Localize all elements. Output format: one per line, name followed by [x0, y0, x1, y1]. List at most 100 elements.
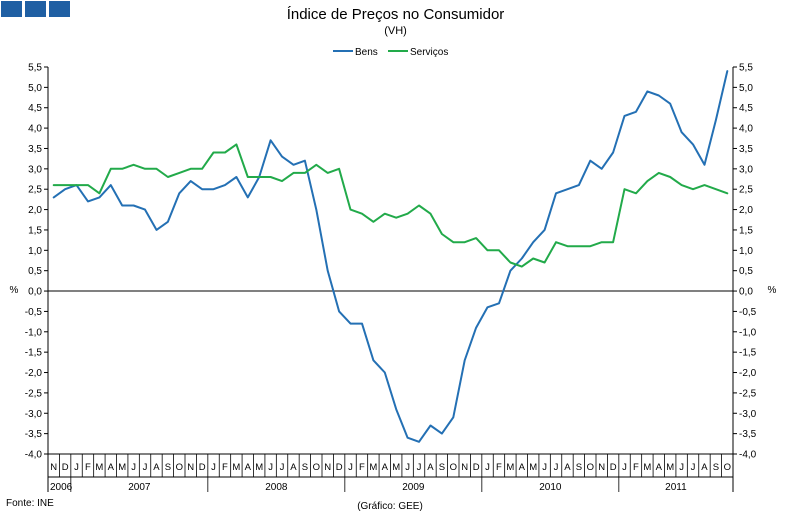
month-tick-label: J: [554, 462, 559, 473]
y-tick-label-right: 2,0: [739, 205, 753, 216]
y-tick-label-right: -2,5: [739, 388, 757, 399]
month-tick-label: J: [622, 462, 627, 473]
month-tick-label: J: [268, 462, 273, 473]
month-tick-label: M: [369, 462, 377, 473]
series-line-bens: [52, 70, 729, 443]
month-tick-label: D: [199, 462, 206, 473]
y-tick-label-right: -4,0: [739, 450, 757, 461]
month-tick-label: M: [529, 462, 537, 473]
y-tick-label-left: -4,0: [25, 450, 43, 461]
month-tick-label: S: [439, 462, 445, 473]
y-tick-label-right: 3,0: [739, 164, 753, 175]
month-tick-label: A: [290, 462, 297, 473]
month-tick-label: S: [302, 462, 308, 473]
month-tick-label: S: [165, 462, 171, 473]
month-tick-label: O: [313, 462, 320, 473]
y-tick-label-left: -2,5: [25, 388, 43, 399]
month-tick-label: M: [232, 462, 240, 473]
y-tick-label-left: 5,0: [28, 83, 42, 94]
y-tick-label-right: -3,5: [739, 429, 757, 440]
logo: [1, 1, 70, 17]
y-tick-label-right: 5,5: [739, 63, 753, 74]
source-note: Fonte: INE: [6, 498, 54, 509]
y-tick-label-left: 1,5: [28, 225, 42, 236]
month-tick-label: J: [74, 462, 79, 473]
month-tick-label: M: [392, 462, 400, 473]
y-tick-label-left: 0,0: [28, 287, 42, 298]
month-tick-label: J: [542, 462, 547, 473]
chart-credit: (Gráfico: GEE): [357, 501, 423, 512]
month-tick-label: M: [643, 462, 651, 473]
year-label: 2008: [265, 482, 288, 493]
y-tick-label-left: 3,5: [28, 144, 42, 155]
y-tick-label-left: 1,0: [28, 246, 42, 257]
series-lines: [52, 70, 729, 443]
y-tick-label-left: -3,5: [25, 429, 43, 440]
month-tick-label: A: [519, 462, 526, 473]
y-tick-label-right: -3,0: [739, 409, 757, 420]
month-tick-label: O: [724, 462, 731, 473]
month-tick-label: M: [118, 462, 126, 473]
month-tick-label: D: [473, 462, 480, 473]
legend-label: Bens: [355, 47, 378, 58]
month-tick-label: A: [382, 462, 389, 473]
month-tick-label: M: [95, 462, 103, 473]
axes: -4,0 -4,0 -3,5 -3,5 -3,0 -3,0 -2,5 -2,5 -2,0 -2,0…: [10, 63, 777, 494]
month-tick-label: J: [211, 462, 216, 473]
month-tick-label: J: [679, 462, 684, 473]
month-tick-label: O: [587, 462, 594, 473]
y-tick-label-right: 5,0: [739, 83, 753, 94]
month-tick-label: N: [461, 462, 468, 473]
month-tick-label: D: [610, 462, 617, 473]
y-tick-label-right: 4,5: [739, 103, 753, 114]
month-tick-label: J: [143, 462, 148, 473]
month-tick-label: F: [85, 462, 91, 473]
month-tick-label: N: [598, 462, 605, 473]
y-tick-label-right: 0,5: [739, 266, 753, 277]
y-tick-label-left: 0,5: [28, 266, 42, 277]
y-tick-label-left: -2,0: [25, 368, 43, 379]
month-tick-label: M: [666, 462, 674, 473]
month-tick-label: D: [336, 462, 343, 473]
legend-label: Serviços: [410, 47, 448, 58]
y-tick-label-left: 3,0: [28, 164, 42, 175]
y-axis-label-left: %: [10, 285, 19, 296]
year-label: 2010: [539, 482, 562, 493]
y-tick-label-left: 4,0: [28, 124, 42, 135]
y-tick-label-left: -1,0: [25, 327, 43, 338]
month-tick-label: A: [564, 462, 571, 473]
month-tick-label: J: [405, 462, 410, 473]
month-tick-label: J: [131, 462, 136, 473]
y-tick-label-right: 3,5: [739, 144, 753, 155]
month-tick-label: J: [280, 462, 285, 473]
logo-square: [49, 1, 70, 17]
month-tick-label: A: [153, 462, 160, 473]
month-tick-label: F: [359, 462, 365, 473]
logo-square: [25, 1, 46, 17]
y-tick-label-right: -2,0: [739, 368, 757, 379]
month-tick-label: A: [656, 462, 663, 473]
year-label: 2007: [128, 482, 151, 493]
month-tick-label: D: [62, 462, 69, 473]
month-tick-label: A: [427, 462, 434, 473]
legend: Bens Serviços: [333, 47, 448, 58]
y-tick-label-right: -1,5: [739, 348, 757, 359]
month-tick-label: F: [496, 462, 502, 473]
month-tick-label: F: [222, 462, 228, 473]
year-label: 2011: [665, 482, 687, 493]
y-tick-label-right: 1,5: [739, 225, 753, 236]
y-tick-label-right: 1,0: [739, 246, 753, 257]
y-tick-label-right: 0,0: [739, 287, 753, 298]
y-tick-label-left: 2,5: [28, 185, 42, 196]
month-tick-label: A: [108, 462, 115, 473]
y-tick-label-right: -1,0: [739, 327, 757, 338]
month-tick-label: J: [691, 462, 696, 473]
month-tick-label: O: [450, 462, 457, 473]
y-tick-label-left: -0,5: [25, 307, 43, 318]
month-tick-label: J: [417, 462, 422, 473]
month-tick-label: F: [633, 462, 639, 473]
year-label: 2009: [402, 482, 425, 493]
y-tick-label-right: 2,5: [739, 185, 753, 196]
series-line-servicos: [52, 143, 729, 268]
